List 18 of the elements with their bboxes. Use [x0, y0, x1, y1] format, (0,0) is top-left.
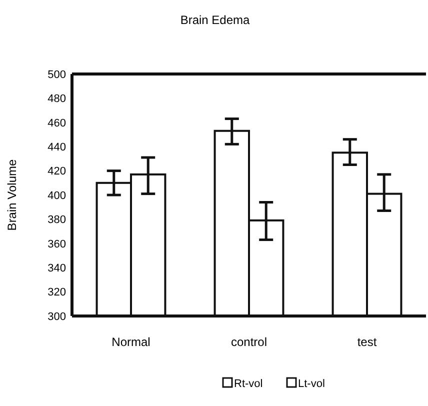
y-tick-label: 320 [48, 286, 66, 299]
y-tick-label: 440 [48, 141, 66, 154]
y-axis-title: Brain Volume [5, 158, 19, 231]
y-tick-label: 300 [48, 310, 66, 323]
y-tick-label: 380 [48, 214, 66, 226]
y-tick-label: 500 [48, 68, 66, 81]
x-tick-label: control [230, 335, 268, 349]
y-tick-label: 400 [48, 190, 66, 202]
x-tick-label: test [357, 335, 378, 349]
y-tick-label: 360 [48, 238, 66, 250]
legend-label: Lt-vol [298, 378, 325, 390]
chart-title: Brain Edema [180, 13, 250, 27]
y-tick-label: 340 [48, 262, 66, 274]
legend-label: Rt-vol [234, 378, 263, 390]
y-tick-label: 420 [48, 166, 66, 178]
y-tick-label: 480 [48, 93, 66, 106]
x-tick-label: Normal [112, 335, 150, 349]
y-tick-label: 460 [48, 117, 66, 130]
